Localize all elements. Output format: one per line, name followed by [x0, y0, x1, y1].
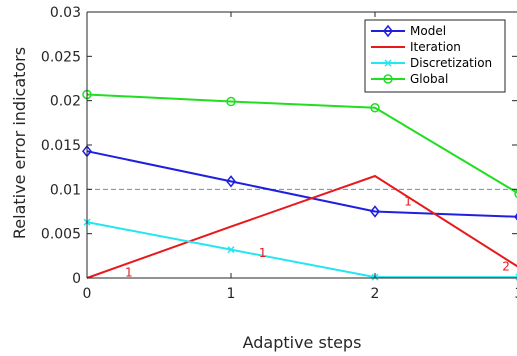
- x-tick-label: 1: [227, 286, 236, 302]
- x-tick-label: 0: [83, 286, 92, 302]
- series-iteration: [86, 174, 517, 279]
- legend-label: Discretization: [410, 56, 492, 70]
- annotation-label: 1: [259, 246, 267, 260]
- annotation-label: 2: [502, 259, 510, 273]
- data-point: [370, 205, 380, 218]
- data-point: [370, 103, 380, 113]
- x-tick-label: 2: [371, 286, 380, 302]
- legend-marker: [383, 24, 393, 38]
- series-line-global: [86, 93, 517, 194]
- y-tick-label: 0.005: [41, 227, 81, 243]
- legend-entry-global: Global: [371, 72, 448, 86]
- data-point: [227, 246, 235, 254]
- x-tick-label: 3: [515, 286, 517, 302]
- x-axis-label: Adaptive steps: [243, 333, 362, 352]
- data-point: [514, 213, 517, 221]
- y-tick-label: 0.02: [50, 94, 81, 110]
- legend-label: Model: [410, 24, 446, 38]
- y-tick-label: 0: [72, 271, 81, 287]
- series-line-model: [86, 150, 517, 218]
- legend-label: Iteration: [410, 40, 461, 54]
- legend-entry-iteration: Iteration: [371, 40, 461, 54]
- y-tick-label: 0.01: [50, 182, 81, 198]
- legend-marker: [384, 59, 392, 67]
- series-line-discretization: [86, 221, 517, 279]
- annotation-label: 1: [404, 195, 412, 209]
- y-tick-label: 0.025: [41, 49, 81, 65]
- y-axis-label: Relative error indicators: [10, 47, 29, 239]
- legend: Model Iteration Discretization Global: [364, 19, 506, 93]
- series-line-iteration: [86, 174, 517, 279]
- data-point: [226, 96, 236, 107]
- legend-label: Global: [410, 72, 448, 86]
- data-point: [514, 189, 517, 199]
- y-tick-label: 0.03: [50, 5, 81, 21]
- series-layer: [82, 89, 517, 281]
- legend-marker: [383, 74, 393, 84]
- annotation-layer: 1 1 1 2: [125, 195, 510, 280]
- legend-entry-discretization: Discretization: [371, 56, 492, 70]
- legend-entry-model: Model: [371, 24, 446, 38]
- y-tick-label: 0.015: [41, 138, 81, 154]
- annotation-label: 1: [125, 266, 133, 280]
- data-point: [226, 175, 236, 188]
